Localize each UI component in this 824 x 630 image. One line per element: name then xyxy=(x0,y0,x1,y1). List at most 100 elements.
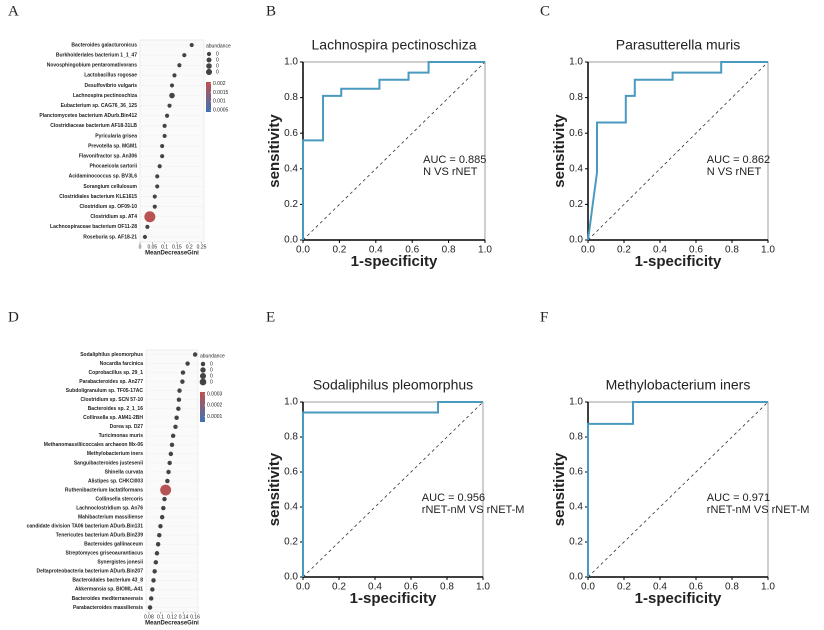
dot xyxy=(167,103,172,108)
x-tick-label: 0.2 xyxy=(617,582,631,593)
category-label: Subdoligranulum sp. TF05-17AC xyxy=(66,388,144,394)
dot xyxy=(185,361,190,366)
size-key-label: 0 xyxy=(210,373,213,379)
x-tick-label: 0 xyxy=(139,244,142,250)
color-bar xyxy=(200,392,205,422)
dot xyxy=(168,451,174,457)
category-label: Prevotella sp. MGM1 xyxy=(88,143,137,149)
dot xyxy=(172,73,177,78)
category-label: Pyricularia grisea xyxy=(95,133,137,139)
color-tick-label: 0.002 xyxy=(213,81,226,87)
dot xyxy=(145,224,150,229)
dot xyxy=(162,496,167,502)
x-tick-label: 0.8 xyxy=(725,245,739,256)
category-label: Desulfovibrio vulgaris xyxy=(84,83,137,89)
category-label: Burkholderiales bacterium 1_1_47 xyxy=(56,52,137,58)
diagonal xyxy=(302,61,486,241)
category-label: Acidaminococcus sp. BV3L6 xyxy=(69,174,138,180)
x-tick-label: 1.0 xyxy=(478,245,492,256)
x-tick-label: 0.6 xyxy=(405,245,419,256)
y-tick-label: 0.4 xyxy=(284,502,298,513)
y-tick-label: 0.8 xyxy=(569,92,583,103)
category-label: Lactobacillus rogosae xyxy=(84,73,137,79)
panel-letter: A xyxy=(8,3,19,19)
x-tick-label: 0.1 xyxy=(161,244,168,250)
dot xyxy=(166,469,171,475)
x-tick-label: 0.25 xyxy=(197,244,207,250)
dot xyxy=(169,83,175,88)
x-tick-label: 0.8 xyxy=(440,582,454,593)
category-label: Turicimonas muris xyxy=(99,433,144,439)
x-tick-label: 0.6 xyxy=(689,582,703,593)
category-label: Tenericutes bacterium ADurb.Bin239 xyxy=(56,533,143,539)
category-label: Nocardia farcinica xyxy=(100,361,144,367)
dot xyxy=(148,596,154,601)
x-axis-label: 1-specificity xyxy=(350,590,437,607)
panel-letter: D xyxy=(8,309,19,325)
dot xyxy=(151,578,156,583)
category-label: Dorea sp. D27 xyxy=(110,424,144,430)
y-tick-label: 0.8 xyxy=(284,92,298,103)
dot xyxy=(157,532,162,538)
dot xyxy=(153,560,159,565)
x-tick-label: 0.8 xyxy=(725,582,739,593)
size-key-label: 0 xyxy=(216,63,219,69)
y-tick-label: 0.4 xyxy=(569,502,583,513)
category-label: Mahibacterium massiliense xyxy=(78,514,143,520)
category-label: Akkermansia sp. BIOML-A41 xyxy=(75,587,143,593)
x-tick-label: 1.0 xyxy=(476,582,490,593)
y-tick-label: 0.2 xyxy=(569,537,583,548)
x-tick-label: 0.6 xyxy=(404,582,418,593)
x-tick-label: 0.6 xyxy=(689,245,703,256)
category-label: Bacteroides mediterraneensis xyxy=(72,596,144,602)
category-label: Phocaeicola sartorii xyxy=(89,164,137,170)
x-tick-label: 0.4 xyxy=(369,245,383,256)
y-tick-label: 0.4 xyxy=(569,163,583,174)
color-tick-label: 0.0005 xyxy=(213,108,229,114)
category-label: Alistipes sp. CHKCI003 xyxy=(88,478,143,484)
roc-curve xyxy=(587,401,768,577)
category-label: Roseburia sp. AF18-21 xyxy=(83,234,137,240)
dot xyxy=(192,352,198,357)
size-key-label: 0 xyxy=(216,69,219,75)
y-tick-label: 1.0 xyxy=(569,397,583,408)
category-label: Parabacteroides sp. An277 xyxy=(79,379,143,385)
y-tick-label: 0.4 xyxy=(284,163,298,174)
dot xyxy=(158,523,163,529)
x-tick-label: 1.0 xyxy=(761,582,775,593)
legend-title: abundance xyxy=(206,43,231,49)
category-label: Sorangium cellulosum xyxy=(83,184,137,190)
dot xyxy=(142,234,148,240)
dot xyxy=(170,433,176,439)
category-label: Clostridium sp. OF09-10 xyxy=(79,204,137,210)
category-label: Bacteroides gallinaceum xyxy=(84,542,143,548)
x-tick-label: 0.12 xyxy=(167,614,177,620)
y-tick-label: 0.2 xyxy=(569,199,583,210)
chart-title: Methylobacterium iners xyxy=(606,377,751,393)
category-label: Deltaproteobacteria bacterium ADurb.Bin2… xyxy=(36,569,143,575)
size-key xyxy=(206,57,212,63)
panel-letter: E xyxy=(266,309,275,325)
category-label: Lachnospiraceae bacterium OF11-28 xyxy=(50,224,137,230)
roc-curve xyxy=(302,401,483,577)
diagonal xyxy=(587,401,769,578)
dot xyxy=(161,505,166,511)
y-tick-label: 0.8 xyxy=(569,432,583,443)
dot xyxy=(159,514,165,520)
dot xyxy=(176,397,182,402)
dot xyxy=(160,484,172,496)
color-tick-label: 0.0001 xyxy=(207,414,223,420)
x-tick-label: 0.08 xyxy=(144,614,154,620)
size-key xyxy=(206,63,212,69)
dot xyxy=(167,460,172,466)
color-bar xyxy=(206,82,211,112)
y-tick-label: 0.6 xyxy=(284,128,298,139)
annotation: AUC = 0.885 xyxy=(423,154,486,166)
y-tick-label: 0.6 xyxy=(284,467,298,478)
size-key-label: 0 xyxy=(210,361,213,367)
panel-letter: C xyxy=(540,3,550,19)
dot xyxy=(164,113,170,118)
annotation: rNET-nM VS rNET-M xyxy=(422,504,525,516)
dot xyxy=(176,406,181,411)
annotation: N VS rNET xyxy=(707,166,762,178)
